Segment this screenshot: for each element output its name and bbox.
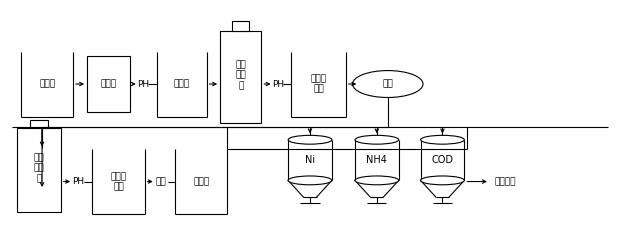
Text: 加药: 加药	[155, 177, 166, 186]
Text: PH: PH	[138, 80, 149, 88]
Bar	[30, 120, 48, 128]
Ellipse shape	[355, 176, 399, 185]
Text: COD: COD	[432, 155, 453, 165]
Text: 第二沉
淀池: 第二沉 淀池	[110, 172, 126, 191]
Bar	[232, 21, 249, 31]
Text: 第二
反应
池: 第二 反应 池	[33, 153, 45, 183]
Ellipse shape	[288, 135, 332, 144]
Text: NH4: NH4	[366, 155, 388, 165]
Text: 加药: 加药	[383, 80, 393, 88]
Text: 达标排放: 达标排放	[495, 177, 516, 186]
Text: 破氰池: 破氰池	[193, 177, 210, 186]
Text: 调节池: 调节池	[174, 80, 190, 88]
Text: PH: PH	[272, 80, 285, 88]
Bar	[220, 31, 262, 124]
Ellipse shape	[420, 135, 464, 144]
Text: 综合池: 综合池	[39, 80, 55, 88]
Text: 气浮机: 气浮机	[100, 80, 117, 88]
Bar	[87, 56, 130, 112]
Ellipse shape	[288, 176, 332, 185]
Ellipse shape	[355, 135, 399, 144]
Bar	[17, 128, 61, 212]
Text: PH: PH	[72, 177, 84, 186]
Text: 第一沉
淀池: 第一沉 淀池	[311, 74, 327, 94]
Text: 第一
反应
池: 第一 反应 池	[236, 60, 246, 90]
Text: Ni: Ni	[305, 155, 315, 165]
Ellipse shape	[420, 176, 464, 185]
Circle shape	[353, 71, 423, 98]
